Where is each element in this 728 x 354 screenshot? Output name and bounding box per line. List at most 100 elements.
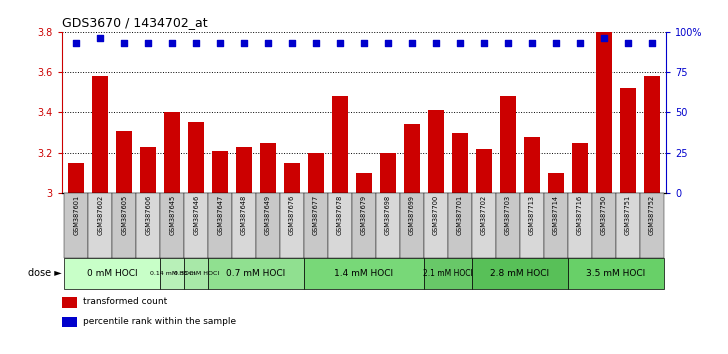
Point [262,40,274,46]
Bar [328,193,352,258]
Text: 0.7 mM HOCl: 0.7 mM HOCl [226,269,285,278]
Text: GSM387716: GSM387716 [577,195,583,235]
Bar [380,153,396,193]
Text: GDS3670 / 1434702_at: GDS3670 / 1434702_at [62,16,207,29]
Point [71,40,82,46]
Bar [92,76,108,193]
Text: percentile rank within the sample: percentile rank within the sample [83,317,236,326]
Bar [184,193,208,258]
Text: GSM387602: GSM387602 [98,195,103,235]
Bar [208,258,304,289]
Text: GSM387679: GSM387679 [361,195,367,235]
Text: GSM387606: GSM387606 [145,195,151,235]
Bar [184,258,208,289]
Bar [64,193,88,258]
Bar [596,32,612,193]
Text: 3.5 mM HOCl: 3.5 mM HOCl [586,269,646,278]
Bar [640,193,664,258]
Point [382,40,394,46]
Bar [213,151,228,193]
Bar [208,193,232,258]
Bar [304,258,424,289]
Point [238,40,250,46]
Bar [116,131,132,193]
Point [119,40,130,46]
Bar [280,193,304,258]
Point [598,35,609,41]
Bar [400,193,424,258]
Point [622,40,633,46]
Bar [112,193,136,258]
Text: GSM387699: GSM387699 [409,195,415,235]
Bar [232,193,256,258]
Bar [136,193,160,258]
Bar [544,193,568,258]
Text: 2.8 mM HOCl: 2.8 mM HOCl [490,269,550,278]
Point [574,40,585,46]
Bar [352,193,376,258]
Point [214,40,226,46]
Text: GSM387648: GSM387648 [241,195,247,235]
Point [190,40,202,46]
Text: GSM387752: GSM387752 [649,195,654,235]
Bar [237,147,252,193]
Bar [428,110,444,193]
Bar [284,163,300,193]
Bar [68,163,84,193]
Bar [520,193,544,258]
Bar [572,143,587,193]
Bar [261,143,276,193]
Bar [189,122,204,193]
Bar [524,137,539,193]
Text: GSM387678: GSM387678 [337,195,343,235]
Bar [472,258,568,289]
Bar [448,193,472,258]
Bar [376,193,400,258]
Point [310,40,322,46]
Bar [165,113,180,193]
Text: GSM387714: GSM387714 [553,195,559,235]
Point [143,40,154,46]
Bar [160,258,184,289]
Bar [424,193,448,258]
Text: 2.1 mM HOCl: 2.1 mM HOCl [423,269,472,278]
Point [167,40,178,46]
Bar [160,193,184,258]
Text: GSM387751: GSM387751 [625,195,630,235]
Text: GSM387646: GSM387646 [193,195,199,235]
Bar [452,132,467,193]
Text: GSM387645: GSM387645 [169,195,175,235]
Text: 0.35 mM HOCl: 0.35 mM HOCl [173,271,218,276]
Bar [592,193,616,258]
Bar [616,193,640,258]
Bar [304,193,328,258]
Point [478,40,490,46]
Text: 1.4 mM HOCl: 1.4 mM HOCl [334,269,394,278]
Bar [256,193,280,258]
Text: 0.14 mM HOCl: 0.14 mM HOCl [150,271,195,276]
Bar [356,173,372,193]
Text: GSM387750: GSM387750 [601,195,606,235]
Bar [548,173,563,193]
Point [550,40,561,46]
Text: GSM387701: GSM387701 [457,195,463,235]
Text: GSM387676: GSM387676 [289,195,295,235]
Point [646,40,657,46]
Point [358,40,370,46]
Text: GSM387605: GSM387605 [122,195,127,235]
Text: GSM387703: GSM387703 [505,195,511,235]
Bar [62,297,77,308]
Text: GSM387601: GSM387601 [74,195,79,235]
Point [526,40,538,46]
Point [286,40,298,46]
Text: GSM387677: GSM387677 [313,195,319,235]
Bar [88,193,112,258]
Bar [308,153,324,193]
Bar [500,96,515,193]
Point [502,40,514,46]
Text: 0 mM HOCl: 0 mM HOCl [87,269,138,278]
Point [334,40,346,46]
Bar [424,258,472,289]
Point [406,40,418,46]
Bar [568,193,592,258]
